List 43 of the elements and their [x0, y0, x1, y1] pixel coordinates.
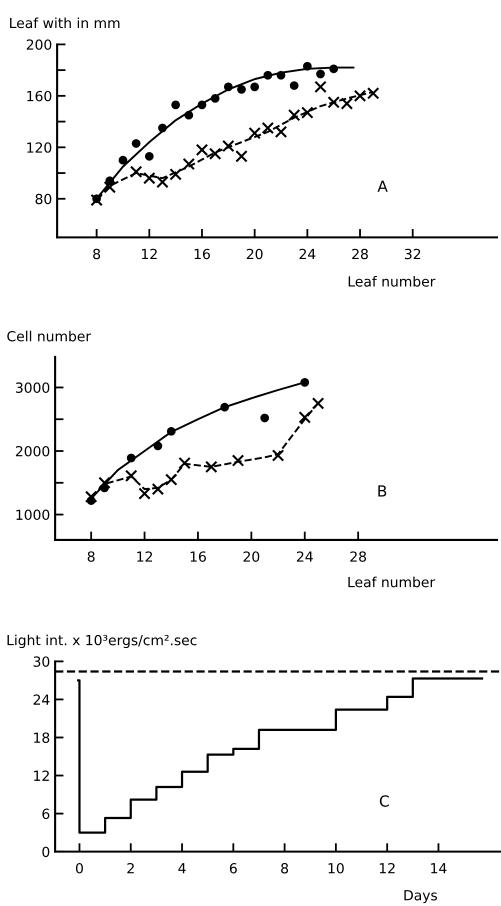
y-tick-label: 30	[34, 656, 50, 667]
y-tick-label: 3000	[16, 382, 50, 393]
x-tick-label: 20	[246, 248, 263, 260]
y-axis-title: Cell number	[7, 330, 92, 342]
annotation: B	[378, 485, 386, 497]
x-axis-title: Leaf number	[348, 276, 436, 287]
x-tick-label: 28	[350, 551, 366, 562]
x-tick-label: 16	[190, 551, 206, 562]
y-tick-label: 12	[34, 770, 49, 781]
y-tick-label: 0	[42, 846, 50, 858]
x-tick-label: 2	[127, 862, 134, 874]
x-tick-label: 10	[328, 862, 344, 874]
x-tick-label: 24	[300, 248, 316, 260]
y-axis-title: Leaf with in mm	[10, 17, 120, 28]
y-tick-label: 18	[34, 732, 50, 743]
x-tick-label: 14	[431, 863, 447, 874]
y-tick-label: 2000	[16, 446, 50, 456]
y-tick-label: 80	[36, 194, 52, 204]
y-tick-label: 160	[27, 90, 52, 102]
x-tick-label: 0	[76, 862, 83, 874]
x-tick-label: 28	[352, 248, 368, 260]
x-tick-label: 12	[380, 862, 395, 874]
y-tick-label: 1000	[16, 510, 50, 520]
x-tick-label: 12	[142, 248, 157, 260]
x-tick-label: 4	[178, 863, 186, 874]
y-tick-label: 200	[26, 39, 52, 50]
x-axis-title: Leaf number	[348, 576, 436, 588]
x-tick-label: 8	[93, 248, 100, 260]
x-tick-label: 24	[296, 551, 313, 562]
x-tick-label: 32	[404, 248, 420, 260]
y-tick-label: 24	[34, 694, 50, 705]
x-tick-label: 16	[194, 248, 210, 260]
x-tick-label: 8	[88, 551, 95, 562]
y-axis-title: Light int. x 10³ergs/cm².sec	[8, 634, 197, 648]
x-axis-title: Days	[404, 890, 438, 904]
x-tick-label: 12	[137, 551, 152, 562]
y-tick-label: 120	[27, 142, 52, 153]
y-tick-label: 6	[42, 808, 50, 820]
x-tick-label: 6	[230, 862, 237, 874]
x-tick-label: 20	[244, 551, 260, 562]
x-tick-label: 8	[281, 862, 288, 874]
annotation: C	[380, 795, 389, 807]
annotation: A	[378, 180, 388, 192]
